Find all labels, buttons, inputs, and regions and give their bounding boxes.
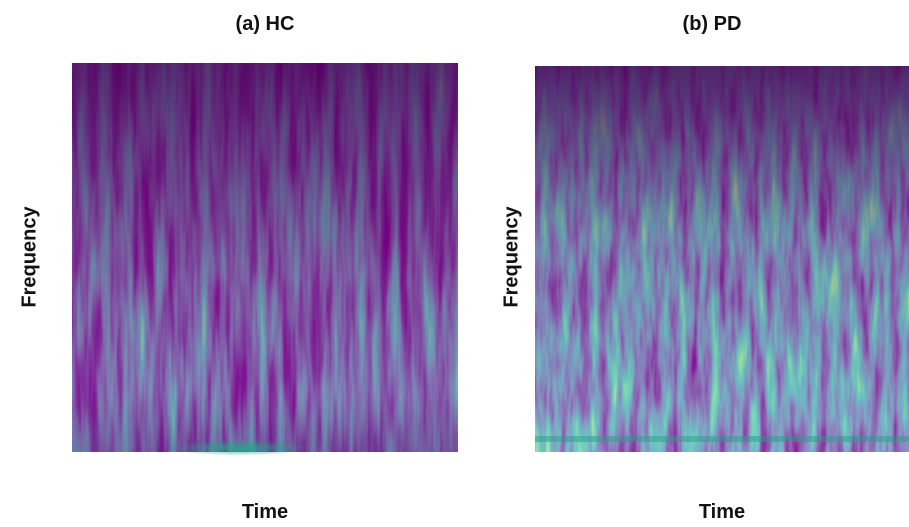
x-axis-label: Time bbox=[242, 501, 288, 522]
y-axis-label: Frequency bbox=[500, 206, 522, 308]
panel-a: (a) HC Frequency Time bbox=[18, 13, 458, 523]
y-axis-label: Frequency bbox=[18, 206, 40, 308]
scalogram-band bbox=[535, 436, 909, 442]
x-axis-label: Time bbox=[699, 501, 745, 522]
panel-title: (b) PD bbox=[683, 13, 742, 35]
panel-title: (a) HC bbox=[236, 13, 295, 35]
scalogram-shade bbox=[72, 63, 458, 452]
panel-b: (b) PD Frequency Time bbox=[500, 13, 909, 523]
scalogram-glow bbox=[170, 440, 310, 456]
scalogram-shade bbox=[535, 66, 909, 452]
